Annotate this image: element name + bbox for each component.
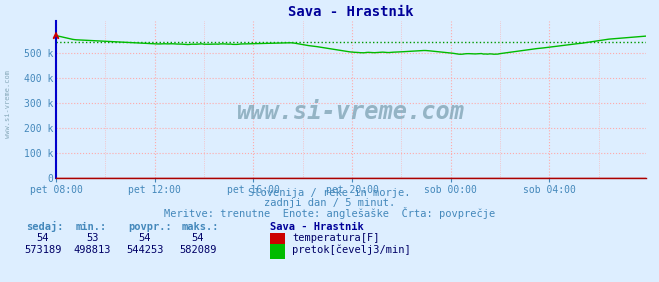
Text: pretok[čevelj3/min]: pretok[čevelj3/min]	[292, 244, 411, 255]
Text: sedaj:: sedaj:	[26, 221, 64, 232]
Text: temperatura[F]: temperatura[F]	[292, 233, 380, 243]
Text: 573189: 573189	[24, 245, 61, 255]
Text: Meritve: trenutne  Enote: anglešaške  Črta: povprečje: Meritve: trenutne Enote: anglešaške Črta…	[164, 207, 495, 219]
Text: 54: 54	[37, 233, 49, 243]
Text: povpr.:: povpr.:	[129, 222, 172, 232]
Text: www.si-vreme.com: www.si-vreme.com	[5, 70, 11, 138]
Text: Sava - Hrastnik: Sava - Hrastnik	[270, 222, 364, 232]
Text: 54: 54	[139, 233, 151, 243]
Text: maks.:: maks.:	[181, 222, 219, 232]
Text: www.si-vreme.com: www.si-vreme.com	[237, 100, 465, 124]
Text: 498813: 498813	[74, 245, 111, 255]
Text: 54: 54	[192, 233, 204, 243]
Text: Slovenija / reke in morje.: Slovenija / reke in morje.	[248, 188, 411, 198]
Text: 544253: 544253	[127, 245, 163, 255]
Text: 53: 53	[86, 233, 98, 243]
Text: 582089: 582089	[179, 245, 216, 255]
Title: Sava - Hrastnik: Sava - Hrastnik	[288, 5, 414, 19]
Text: min.:: min.:	[76, 222, 107, 232]
Text: zadnji dan / 5 minut.: zadnji dan / 5 minut.	[264, 199, 395, 208]
